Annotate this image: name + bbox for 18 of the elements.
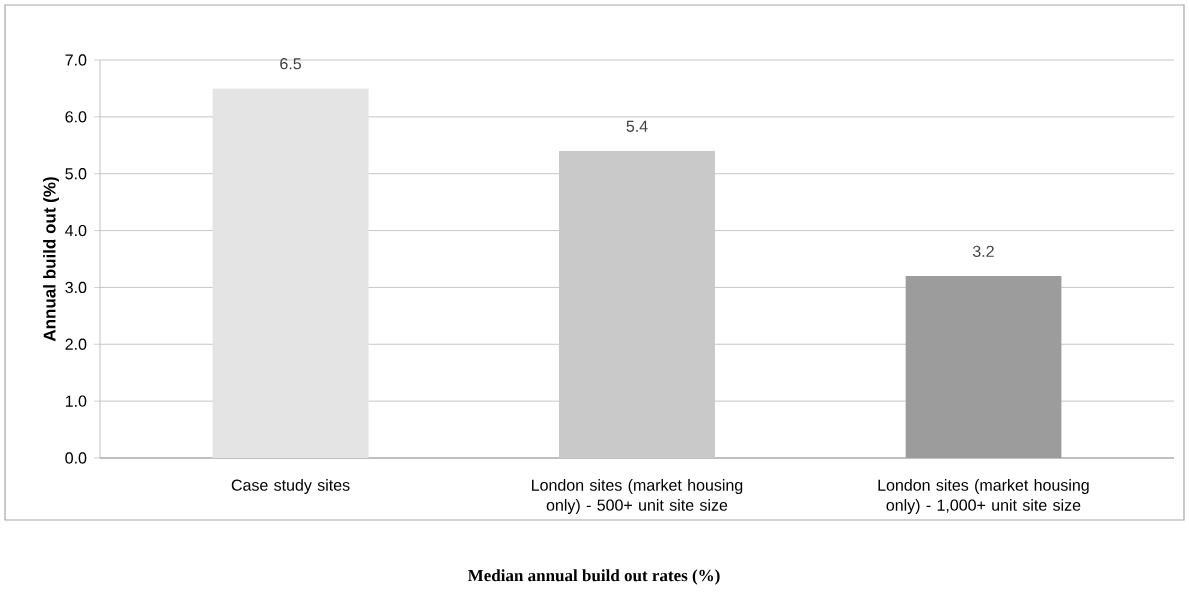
y-tick-label: 0.0 [65, 452, 87, 464]
x-tick-label: London sites (market housing only) - 1,000+ unit site size [878, 479, 1089, 514]
bar [905, 276, 1062, 458]
y-tick-label: 2.0 [65, 338, 87, 350]
x-tick-label: London sites (market housing only) - 500+ unit site size [532, 479, 743, 514]
x-tick-label: Case study sites [231, 479, 350, 494]
y-tick-label: 3.0 [65, 281, 87, 294]
y-tick-label: 7.0 [65, 54, 87, 66]
y-tick-label: 6.0 [65, 111, 87, 123]
data-label: 6.5 [280, 58, 301, 70]
y-axis-title: Annual build out (%) [43, 177, 59, 342]
data-label: 3.2 [972, 245, 994, 257]
text: Median annual build out rates (%) [467, 569, 720, 585]
data-label: 5.4 [626, 120, 648, 132]
y-tick-label: 1.0 [65, 395, 87, 407]
y-tick-label: 5.0 [65, 168, 87, 180]
bar [212, 88, 369, 458]
y-tick-label: 4.0 [65, 224, 87, 237]
